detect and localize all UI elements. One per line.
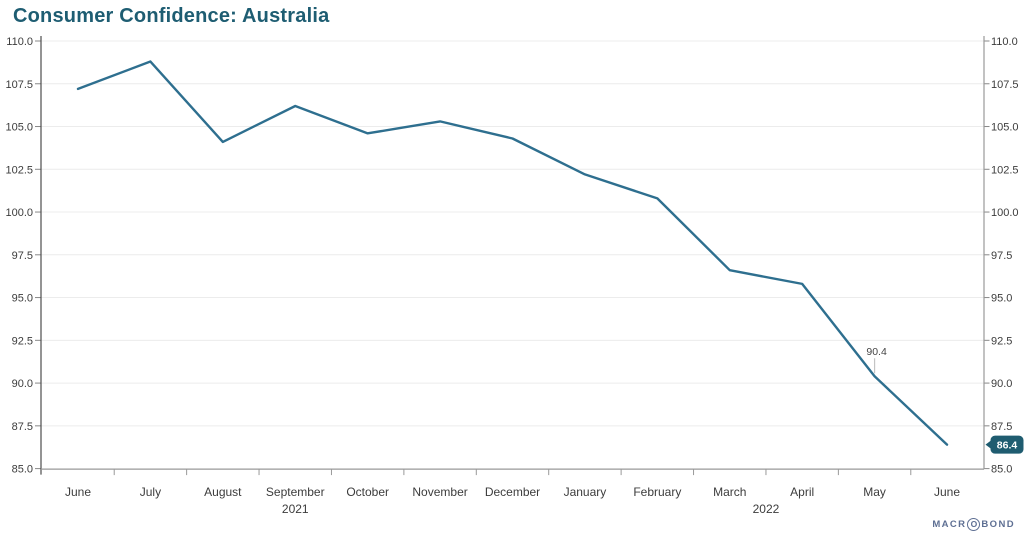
value-callout-label: 90.4 [866,346,887,358]
y-axis-label-left: 105.0 [5,122,33,134]
y-axis-label-left: 97.5 [12,250,33,262]
x-axis-month-label: March [713,485,746,499]
x-axis-year-label: 2022 [753,502,780,516]
x-axis-month-label: February [633,485,681,499]
value-badge [990,435,1024,454]
logo-text-right: BOND [981,518,1015,530]
y-axis-label-left: 87.5 [12,421,33,433]
y-axis-label-right: 90.0 [991,378,1012,390]
y-axis-label-right: 97.5 [991,250,1012,262]
logo-ring-o: O [967,518,981,531]
x-axis-month-label: June [65,485,91,499]
x-axis-month-label: August [204,485,242,499]
x-axis-month-label: June [934,485,960,499]
x-axis-month-label: November [412,485,467,499]
y-axis-label-left: 90.0 [12,378,33,390]
macrobond-logo: MACR O BOND [932,518,1015,531]
y-axis-label-right: 100.0 [991,207,1019,219]
x-axis-month-label: May [863,485,886,499]
y-axis-label-left: 107.5 [5,79,33,91]
value-badge-arrow [985,440,992,450]
y-axis-label-right: 92.5 [991,335,1012,347]
y-axis-label-right: 87.5 [991,421,1012,433]
y-axis-label-left: 92.5 [12,335,33,347]
chart-title: Consumer Confidence: Australia [13,5,330,27]
data-line [76,60,949,446]
logo-text-left: MACR [932,518,967,530]
x-axis-month-label: April [790,485,814,499]
y-axis-label-left: 100.0 [5,207,33,219]
y-axis-label-right: 110.0 [991,36,1018,48]
x-axis-month-label: September [266,485,325,499]
y-axis-label-right: 105.0 [991,122,1019,134]
y-axis-label-right: 85.0 [991,464,1012,476]
y-axis-label-left: 102.5 [5,164,33,176]
value-badge-label: 86.4 [997,439,1018,451]
x-axis-month-label: January [564,485,607,499]
x-axis-month-label: July [140,485,161,499]
y-axis-label-right: 107.5 [991,79,1019,91]
x-axis-year-label: 2021 [282,502,309,516]
y-axis-label-left: 110.0 [6,36,33,48]
y-axis-label-left: 85.0 [12,464,33,476]
y-axis-label-right: 95.0 [991,293,1012,305]
y-axis-label-right: 102.5 [991,164,1019,176]
x-axis-month-label: October [346,485,389,499]
y-axis-label-left: 95.0 [12,293,33,305]
x-axis-month-label: December [485,485,540,499]
